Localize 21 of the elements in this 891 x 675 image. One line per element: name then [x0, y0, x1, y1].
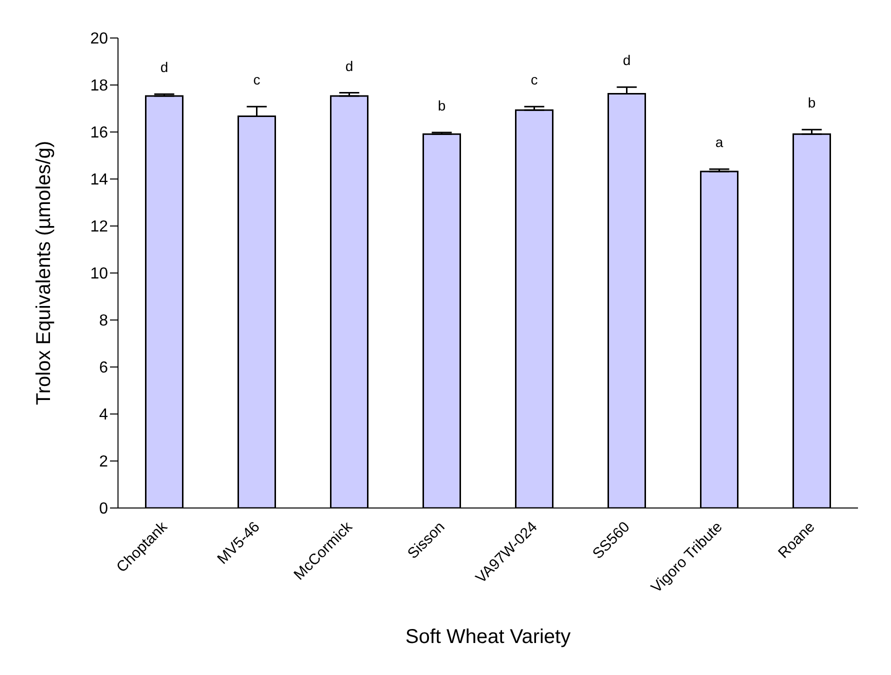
- annotation: b: [438, 97, 446, 114]
- annotation: a: [715, 134, 724, 150]
- y-tick-label: 8: [99, 312, 108, 330]
- y-tick-label: 12: [90, 218, 108, 236]
- y-tick-label: 0: [99, 500, 108, 518]
- y-tick-label: 16: [90, 124, 108, 142]
- annotation: d: [345, 58, 354, 74]
- annotation: d: [160, 59, 168, 76]
- annotation: d: [622, 52, 631, 68]
- annotation: c: [253, 72, 260, 88]
- y-tick-label: 6: [99, 360, 108, 377]
- y-tick-label: 20: [90, 30, 108, 48]
- y-tick-label: 2: [99, 454, 108, 471]
- y-tick-label: 14: [90, 172, 108, 189]
- annotation: c: [530, 72, 538, 88]
- y-tick-label: 18: [90, 78, 108, 95]
- annotation: b: [808, 94, 816, 111]
- y-tick-label: 10: [90, 266, 108, 283]
- x-axis-title: Soft Wheat Variety: [405, 626, 571, 648]
- y-axis-title: Trolox Equivalents (µmoles/g): [33, 140, 56, 406]
- y-tick-label: 4: [99, 406, 108, 424]
